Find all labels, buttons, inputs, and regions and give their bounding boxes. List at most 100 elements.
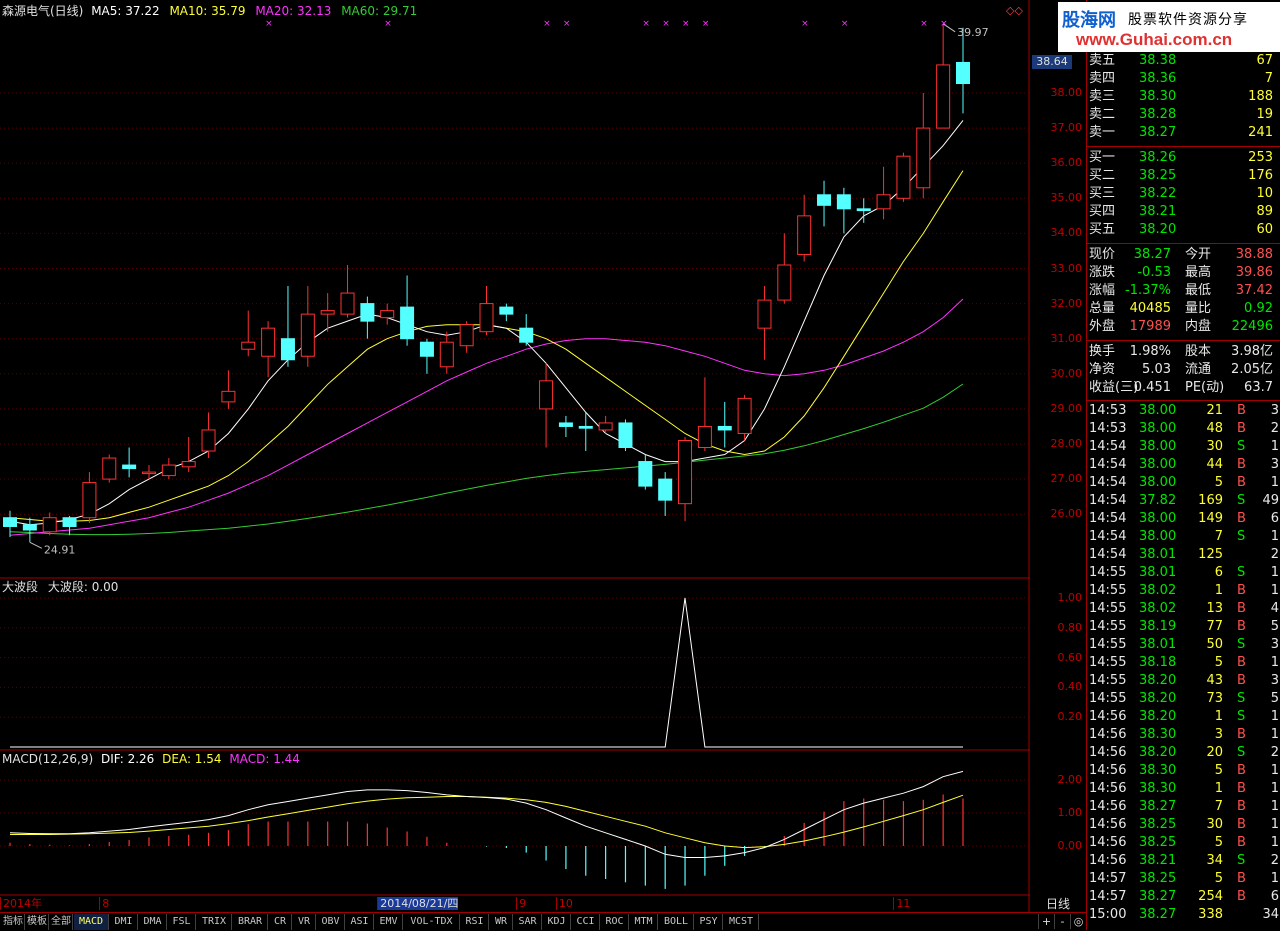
price-tick-label: 32.00 [1050, 296, 1083, 310]
indicator-tab[interactable]: 模板 [26, 914, 49, 930]
quote-label: 涨幅 [1089, 283, 1116, 298]
signal-marker: × [801, 19, 809, 29]
nav-button[interactable]: + [1038, 914, 1054, 929]
ma20-label: MA20: 32.13 [255, 4, 332, 18]
tick-price: 38.30 [1139, 763, 1177, 778]
indicator-tab[interactable]: ROC [601, 914, 629, 930]
order-price: 38.38 [1139, 53, 1177, 68]
tick-side: S [1237, 439, 1246, 454]
chart-corner-icon[interactable]: ◇◇ [1006, 4, 1023, 17]
fundamental-label: 净资 [1089, 362, 1116, 377]
indicator-tab[interactable]: EMV [375, 914, 403, 930]
panel-separator [1087, 340, 1280, 341]
indicator-tab[interactable]: MTM [630, 914, 658, 930]
fundamental-value: 2.05亿 [1231, 362, 1273, 377]
tick-time: 14:54 [1089, 493, 1127, 508]
candle-up [916, 127, 931, 189]
tick-time: 14:57 [1089, 871, 1127, 886]
indicator-tab[interactable]: MACD [74, 914, 109, 930]
tick-count: 49 [1262, 493, 1279, 508]
signal-marker: × [940, 19, 948, 29]
indicator-tab[interactable]: TRIX [197, 914, 232, 930]
indicator-tab[interactable]: PSY [695, 914, 723, 930]
stock-title: 森源电气(日线) [2, 4, 84, 18]
indicator-tab[interactable]: BRAR [233, 914, 268, 930]
nav-button[interactable]: - [1054, 914, 1070, 929]
candle-up [539, 380, 554, 410]
tick-volume: 21 [1206, 403, 1223, 418]
wave-line [10, 597, 963, 748]
indicator-tab[interactable]: 全部 [50, 914, 73, 930]
tick-count: 3 [1270, 457, 1279, 472]
quote-label: 今开 [1185, 247, 1212, 262]
order-book-buy-row: 买四 38.21 89 [1087, 203, 1280, 221]
indicator-tab[interactable]: CCI [572, 914, 600, 930]
macd-panel-title: MACD(12,26,9) [2, 752, 94, 766]
tick-row: 14:55 38.20 73 S 5 [1087, 690, 1280, 708]
tick-count: 1 [1270, 709, 1279, 724]
indicator-tab[interactable]: MCST [724, 914, 759, 930]
quote-row: 涨跌 -0.53 最高 39.86 [1087, 264, 1280, 282]
candle-up [161, 464, 176, 477]
order-book-sell-row: 卖一 38.27 241 [1087, 124, 1280, 142]
indicator-tab[interactable]: 指标 [2, 914, 25, 930]
tick-count: 4 [1270, 601, 1279, 616]
tick-price: 38.20 [1139, 709, 1177, 724]
signal-marker: × [543, 19, 551, 29]
indicator-tab[interactable]: KDJ [543, 914, 571, 930]
indicator-tab[interactable]: BOLL [659, 914, 694, 930]
order-book-buy-row: 买二 38.25 176 [1087, 167, 1280, 185]
macd-value-label: MACD: 1.44 [229, 752, 300, 766]
fundamental-label: 收益(三) [1089, 380, 1139, 395]
indicator-tab[interactable]: DMI [110, 914, 138, 930]
indicator-tab[interactable]: OBV [317, 914, 345, 930]
tick-volume: 50 [1206, 637, 1223, 652]
tick-price: 38.21 [1139, 853, 1177, 868]
order-level-label: 买二 [1089, 168, 1116, 183]
tick-volume: 5 [1214, 763, 1223, 778]
candle-up [936, 64, 951, 129]
tick-volume: 1 [1214, 583, 1223, 598]
indicator-tab[interactable]: SAR [514, 914, 542, 930]
quote-value: 38.27 [1133, 247, 1171, 262]
fundamental-value: 3.98亿 [1231, 344, 1273, 359]
candle-down [22, 524, 37, 531]
site-logo: 股海网 股票软件资源分享 www.Guhai.com.cn [1058, 2, 1280, 52]
nav-button[interactable]: ◎ [1070, 914, 1086, 929]
tick-side: S [1237, 853, 1246, 868]
signal-marker: × [841, 19, 849, 29]
tick-time: 14:54 [1089, 475, 1127, 490]
order-volume: 7 [1264, 71, 1273, 86]
tick-volume: 6 [1214, 565, 1223, 580]
chart-area[interactable]: 39.97 24.91 × × × × × × × × × × × × 森源电气(日线) MA5: 37.… [0, 0, 1030, 912]
tick-price: 38.30 [1139, 781, 1177, 796]
order-level-label: 卖五 [1089, 53, 1116, 68]
tick-price: 38.18 [1139, 655, 1177, 670]
period-label[interactable]: 日线 [1046, 897, 1071, 911]
indicator-tab[interactable]: ASI [346, 914, 374, 930]
quote-value: 17989 [1129, 319, 1171, 334]
order-price: 38.30 [1139, 89, 1177, 104]
fundamental-label: PE(动) [1185, 380, 1225, 395]
tick-price: 38.02 [1139, 601, 1177, 616]
indicator-tab[interactable]: CR [269, 914, 292, 930]
indicator-tab[interactable]: DMA [139, 914, 167, 930]
tick-count: 5 [1270, 691, 1279, 706]
indicator-tab[interactable]: VR [293, 914, 316, 930]
indicator-tab[interactable]: FSL [168, 914, 196, 930]
chart-header: 森源电气(日线) MA5: 37.22 MA10: 35.79 MA20: 32… [2, 4, 417, 18]
kline-chart[interactable]: 39.97 24.91 × × × × × × × × × × × × [0, 0, 1030, 912]
tick-volume: 5 [1214, 655, 1223, 670]
candle-down [956, 61, 970, 85]
tick-side: S [1237, 745, 1246, 760]
indicator-tab[interactable]: RSI [461, 914, 489, 930]
quote-label: 量比 [1185, 301, 1212, 316]
current-price-tag: 38.64 [1032, 55, 1072, 69]
order-volume: 241 [1248, 125, 1273, 140]
wave-panel-header: 大波段 大波段: 0.00 [2, 580, 118, 594]
order-level-label: 卖一 [1089, 125, 1116, 140]
indicator-tab[interactable]: WR [490, 914, 513, 930]
tick-side: B [1237, 583, 1246, 598]
tick-price: 38.00 [1139, 421, 1177, 436]
indicator-tab[interactable]: VOL-TDX [404, 914, 460, 930]
